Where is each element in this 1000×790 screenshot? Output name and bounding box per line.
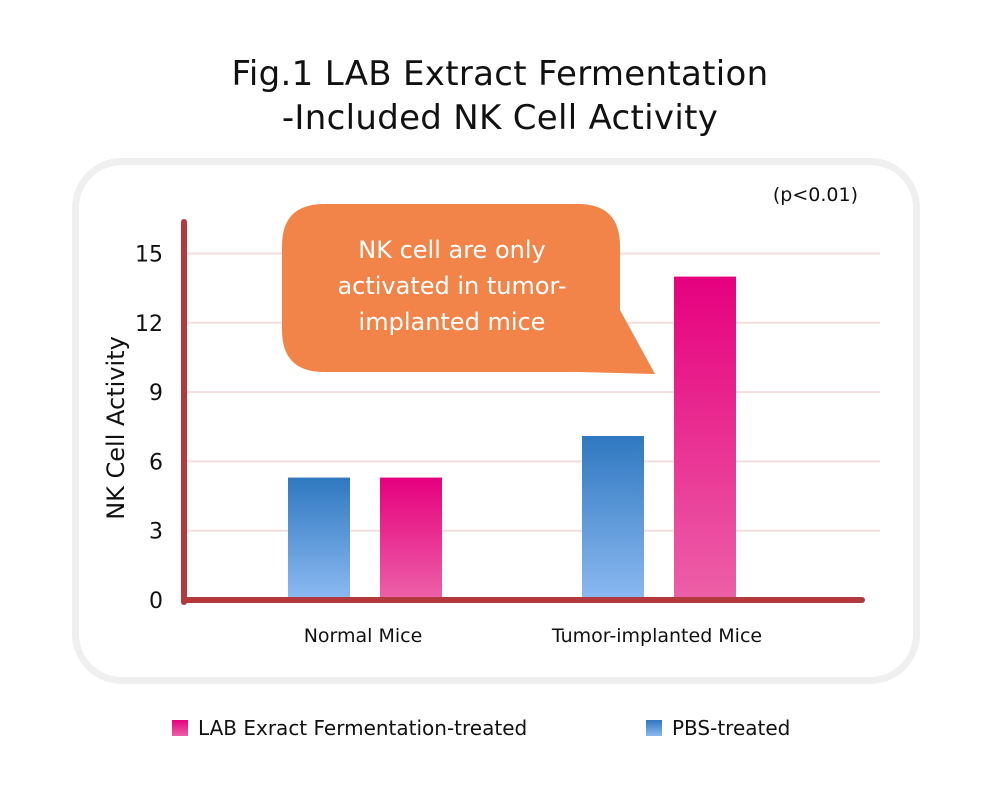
axis-labels: 0 3 6 9 12 15 Normal Mice Tumor-implanted Mice N… [102, 184, 858, 647]
y-tick-label: 15 [135, 243, 163, 268]
callout-text-line: NK cell are only [358, 236, 545, 264]
bars [288, 276, 736, 597]
bar-pbs-tumor [582, 435, 644, 597]
legend-item-pbs: PBS-treated [646, 716, 790, 740]
legend-swatch-lab [172, 720, 188, 736]
y-axis-title: NK Cell Activity [102, 336, 130, 520]
bar-pbs-normal [288, 477, 350, 597]
callout-shape [282, 204, 655, 374]
legend: LAB Exract Fermentation-treated PBS-trea… [0, 716, 1000, 756]
chart-title-line-1: Fig.1 LAB Extract Fermentation [231, 54, 769, 94]
y-tick-label: 3 [149, 520, 163, 545]
legend-label-lab: LAB Exract Fermentation-treated [198, 716, 528, 740]
callout-text-line: activated in tumor- [337, 272, 566, 300]
y-tick-label: 0 [149, 589, 163, 614]
axes [181, 219, 865, 605]
legend-swatch-pbs [646, 720, 662, 736]
x-category-label: Tumor-implanted Mice [551, 625, 762, 647]
legend-label-pbs: PBS-treated [672, 716, 791, 740]
chart-title: Fig.1 LAB Extract Fermentation -Included… [0, 52, 1000, 140]
significance-annotation: (p<0.01) [773, 184, 858, 206]
bar-lab-tumor [674, 276, 736, 597]
y-tick-label: 9 [149, 381, 163, 406]
legend-item-lab: LAB Exract Fermentation-treated [172, 716, 527, 740]
chart-title-line-2: -Included NK Cell Activity [281, 98, 719, 138]
y-tick-label: 12 [135, 312, 163, 337]
x-category-label: Normal Mice [304, 625, 423, 647]
callout-bubble: NK cell are only activated in tumor-impla… [282, 204, 655, 374]
y-tick-label: 6 [149, 450, 163, 475]
bar-lab-normal [380, 477, 442, 597]
callout-text-line: implanted mice [359, 308, 546, 336]
